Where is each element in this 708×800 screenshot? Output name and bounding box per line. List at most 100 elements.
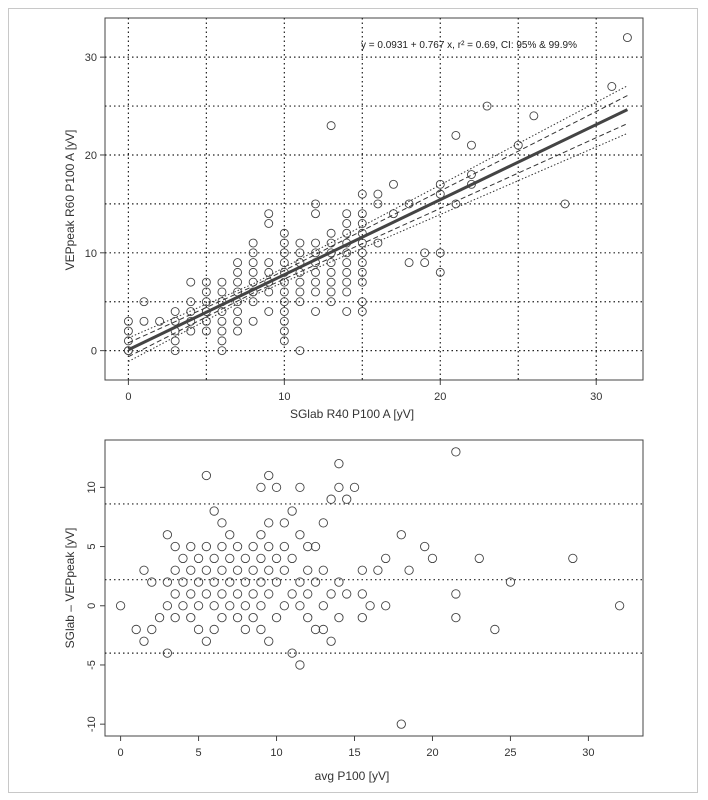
- data-point: [248, 267, 258, 277]
- data-point: [170, 307, 180, 316]
- data-point: [357, 238, 367, 248]
- data-point: [295, 238, 305, 248]
- data-point: [248, 238, 258, 248]
- data-point: [357, 307, 367, 316]
- x-tick-label: 10: [278, 391, 290, 403]
- data-point: [264, 287, 274, 297]
- data-point: [279, 316, 289, 326]
- data-point: [326, 287, 336, 297]
- data-point: [123, 326, 133, 336]
- data-point: [435, 248, 445, 258]
- data-point: [342, 287, 352, 297]
- data-point: [342, 267, 352, 277]
- ci999-upper-line: [128, 85, 628, 339]
- data-point: [217, 326, 227, 336]
- data-point: [342, 228, 352, 238]
- data-point: [342, 219, 352, 228]
- data-points-1: [123, 33, 632, 356]
- data-point: [264, 307, 274, 316]
- data-point: [326, 277, 336, 287]
- data-point: [233, 326, 243, 336]
- ci95-upper-line: [128, 95, 628, 344]
- data-point: [373, 238, 383, 248]
- data-point: [357, 267, 367, 277]
- data-point: [622, 33, 632, 43]
- data-point: [389, 179, 398, 189]
- ci999-lower-line: [128, 132, 628, 362]
- data-point: [279, 326, 289, 336]
- data-point: [435, 179, 445, 189]
- y-tick-label: 20: [85, 150, 97, 162]
- data-point: [264, 219, 274, 228]
- regression-lines: [127, 85, 629, 362]
- data-point: [264, 267, 274, 277]
- data-point: [248, 316, 258, 326]
- data-point: [342, 248, 352, 258]
- data-point: [326, 267, 336, 277]
- data-point: [155, 316, 165, 326]
- data-point: [420, 248, 430, 258]
- data-point: [326, 238, 336, 248]
- data-point: [139, 316, 149, 326]
- data-point: [357, 277, 367, 287]
- data-point: [357, 219, 367, 228]
- plot-area-1: [104, 17, 644, 381]
- data-point: [342, 258, 352, 268]
- data-point: [201, 297, 211, 307]
- data-point: [295, 287, 305, 297]
- data-point: [248, 248, 258, 258]
- data-point: [451, 130, 461, 140]
- data-point: [420, 258, 430, 268]
- data-point: [186, 297, 196, 307]
- data-point: [217, 287, 227, 297]
- data-point: [279, 277, 289, 287]
- x-tick-label: 30: [590, 391, 602, 403]
- data-point: [357, 258, 367, 268]
- data-point: [326, 228, 336, 238]
- regression-annotation: y = 0.0931 + 0.767 x, r² = 0.69, CI: 95%…: [361, 40, 577, 51]
- x-axis-title-1: SGlab R40 P100 A [yV]: [290, 407, 414, 421]
- data-point: [404, 199, 414, 209]
- data-point: [248, 258, 258, 268]
- data-point: [233, 258, 243, 268]
- data-point: [217, 336, 227, 346]
- data-point: [264, 209, 274, 219]
- data-point: [311, 199, 320, 209]
- data-point: [342, 307, 352, 316]
- data-point: [201, 277, 211, 287]
- y-axis-title-1: VEPpeak R60 P100 A [yV]: [63, 130, 77, 271]
- data-point: [139, 297, 149, 307]
- data-point: [357, 297, 367, 307]
- data-point: [170, 346, 180, 356]
- data-point: [326, 121, 336, 131]
- data-point: [560, 199, 570, 209]
- data-point: [279, 307, 289, 316]
- data-point: [467, 140, 476, 150]
- y-tick-label: 30: [85, 52, 97, 64]
- axis-ticks-1: 0 10 20 30 0 10 20 30: [85, 52, 603, 403]
- data-point: [435, 267, 445, 277]
- data-point: [295, 346, 305, 356]
- data-point: [311, 209, 320, 219]
- data-point: [279, 228, 289, 238]
- data-point: [279, 238, 289, 248]
- data-point: [311, 307, 320, 316]
- figure-frame: [8, 8, 698, 793]
- data-point: [326, 258, 336, 268]
- data-point: [607, 82, 617, 91]
- data-point: [217, 316, 227, 326]
- data-point: [123, 346, 133, 356]
- regression-line: [127, 108, 629, 352]
- data-point: [233, 267, 243, 277]
- data-point: [342, 277, 352, 287]
- data-point: [186, 307, 196, 316]
- data-point: [279, 258, 289, 268]
- data-point: [170, 316, 180, 326]
- data-point: [311, 277, 320, 287]
- data-point: [357, 248, 367, 258]
- data-point: [217, 277, 227, 287]
- data-point: [326, 297, 336, 307]
- data-point: [357, 189, 367, 199]
- data-point: [482, 101, 492, 111]
- data-point: [311, 267, 320, 277]
